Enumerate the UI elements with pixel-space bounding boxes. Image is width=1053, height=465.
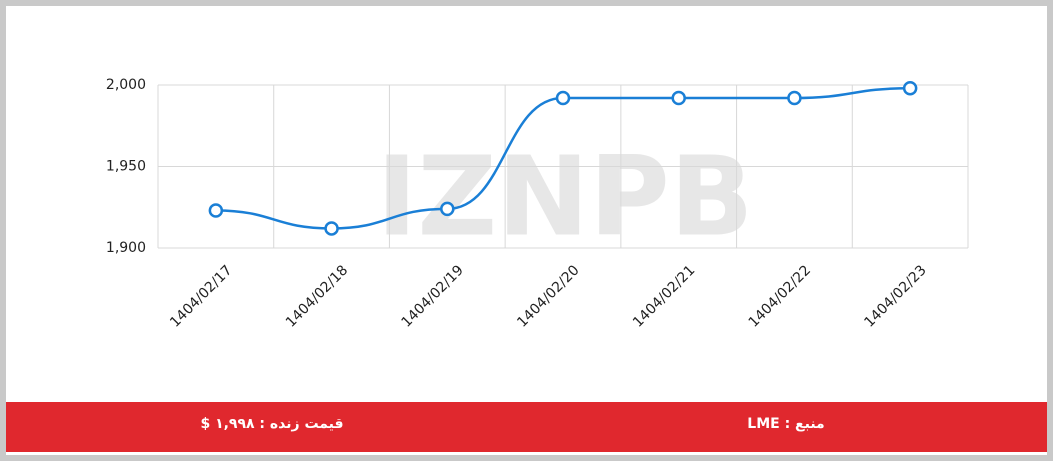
point [555,90,571,106]
footer-bar [6,402,1047,452]
point [787,90,802,106]
watermark: IZNPB [376,132,753,260]
point [208,203,224,218]
panel [6,6,1047,455]
footer-source: منبع : LME [747,416,824,432]
y-tick-label: 1,950 [106,159,146,175]
point [324,221,339,236]
point [671,90,686,106]
point [902,81,918,96]
footer-price: قیمت زنده : ۱,۹۹۸ $ [200,416,343,432]
point [440,201,455,217]
y-tick-label: 1,900 [106,240,146,256]
y-tick-label: 2,000 [106,77,146,93]
